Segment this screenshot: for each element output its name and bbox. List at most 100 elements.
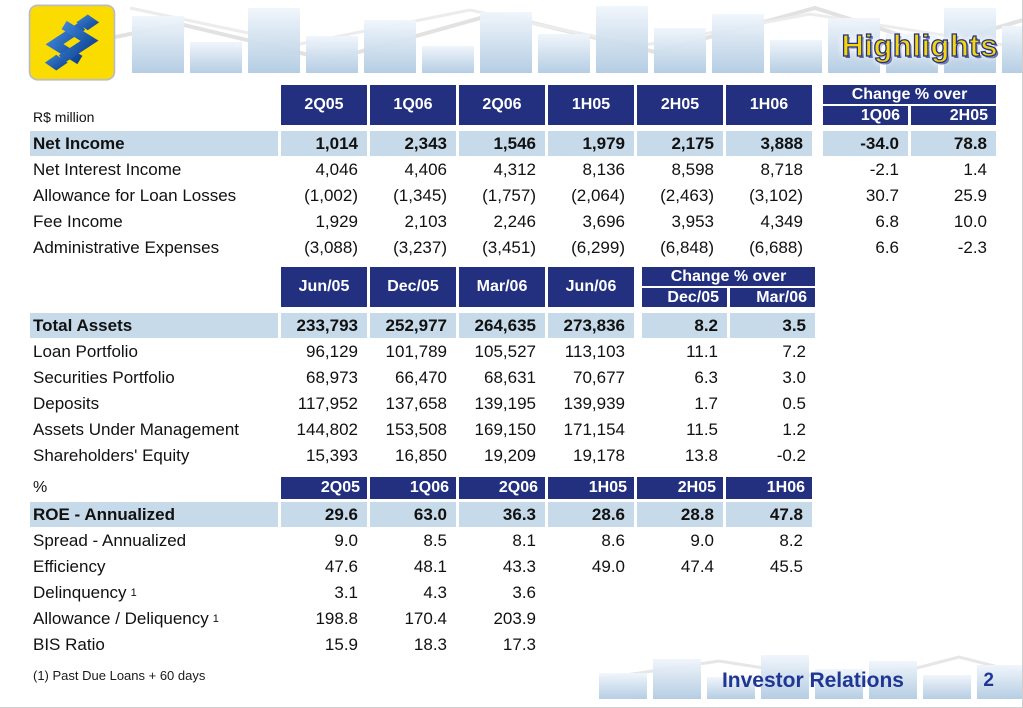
value-cell: 1,929 [315,211,358,231]
value-cell: 3.6 [512,582,536,602]
value-cell: (6,848) [660,237,714,257]
value-cell: 3,953 [671,211,714,231]
value-cell: 4,406 [404,159,447,179]
column-header: 1Q06 [370,477,456,499]
table-row: Assets Under Management 144,802 153,508 169… [30,417,815,442]
value-cell: (3,451) [482,237,536,257]
unit-label: % [33,479,48,496]
table-row: BIS Ratio 15.9 18.3 17.3 [30,632,812,657]
change-cell: 6.3 [694,367,718,387]
change-header: Change % over [642,267,815,286]
row-label: Delinquency 1 [33,582,137,602]
value-cell: 4.3 [423,582,447,602]
value-cell: 170.4 [404,608,447,628]
footer-bar-chart-decoration [598,649,1022,699]
value-cell: 8.2 [779,530,803,550]
value-cell: 153,508 [385,419,447,439]
row-label-text: Total Assets [33,315,133,335]
table-corner [30,267,278,307]
bar-chart-decoration-graphic [598,655,1022,699]
row-label-text: Administrative Expenses [33,237,220,257]
value-cell [548,606,634,631]
table-row: Spread - Annualized 9.0 8.5 8.1 8.6 9.0 8.2 [30,528,812,553]
row-label-text: Loan Portfolio [33,341,138,361]
value-cell: 137,658 [385,393,447,413]
change-cell: 30.7 [865,185,899,205]
footnote: (1) Past Due Loans + 60 days [33,668,206,683]
table-row: Shareholders' Equity 15,393 16,850 19,209 19… [30,443,815,468]
table-header: R$ million 2Q05 1Q06 2Q06 1H05 2H05 1H06… [30,85,996,125]
value-cell: 198.8 [315,608,358,628]
header-bar-chart-decoration [0,0,1022,74]
value-cell: (2,463) [660,185,714,205]
value-cell: 252,977 [370,313,456,338]
table-row: Loan Portfolio 96,129 101,789 105,527 113,10… [30,339,815,364]
table-row: Total Assets 233,793 252,977 264,635 273,836… [30,313,815,338]
value-cell [726,606,812,631]
change-cell: -2.3 [957,237,987,257]
value-cell: 68,631 [484,367,536,387]
value-cell: 8,598 [671,159,714,179]
column-header: 2H05 [637,85,723,125]
table-row: Allowance / Deliquency 1 198.8 170.4 203.9 [30,606,812,631]
column-header: 2Q06 [459,85,545,125]
change-cell: 8.2 [642,313,727,338]
row-label: Total Assets [30,313,278,338]
change-cell: 1.4 [963,159,987,179]
value-cell: 9.0 [334,530,358,550]
table-row: Net Interest Income 4,046 4,406 4,312 8,136 8… [30,157,996,182]
column-header: 2Q06 [459,477,545,499]
row-label: BIS Ratio [30,632,278,657]
value-cell: (3,237) [393,237,447,257]
row-label-text: Allowance for Loan Losses [33,185,237,205]
table-row: Fee Income 1,929 2,103 2,246 3,696 3,953 4,349… [30,209,996,234]
row-label: Loan Portfolio [30,339,278,364]
row-label: Securities Portfolio [30,365,278,390]
value-cell: 43.3 [502,556,536,576]
row-label-text: Assets Under Management [33,419,239,439]
change-header: Change % over [823,85,996,104]
column-header: 1H05 [548,477,634,499]
value-cell [637,580,723,605]
value-cell: 2,246 [493,211,536,231]
change-column-header: 1Q06 [823,106,908,125]
ratios-table: % 2Q05 1Q06 2Q06 1H05 2H05 1H06 ROE - An… [30,477,812,658]
change-cell: 11.1 [686,341,718,361]
row-label: Allowance / Deliquency 1 [33,608,219,628]
value-cell: 3,888 [726,131,812,156]
value-cell: 139,195 [474,393,536,413]
value-cell: (3,102) [749,185,803,205]
bar-chart-decoration-graphic [29,5,1022,73]
column-header: Dec/05 [370,267,456,307]
row-label-text: Delinquency [33,582,127,602]
row-label: Deposits [30,391,278,416]
change-cell: 0.5 [782,393,806,413]
value-cell: 17.3 [502,634,536,654]
value-cell: 28.6 [548,502,634,527]
value-cell: 8,718 [760,159,803,179]
row-label: Assets Under Management [30,417,278,442]
value-cell: (1,345) [393,185,447,205]
value-cell [726,580,812,605]
value-cell: 113,103 [564,341,625,361]
value-cell: 3,696 [582,211,625,231]
value-cell: 4,349 [760,211,803,231]
value-cell: (1,002) [304,185,358,205]
change-cell: 25.9 [953,185,987,205]
value-cell: 47.6 [324,556,358,576]
banco-do-brasil-logo [28,4,116,81]
value-cell: 203.9 [493,608,536,628]
row-label-text: Securities Portfolio [33,367,175,387]
value-cell: 8,136 [582,159,625,179]
value-cell: 169,150 [474,419,536,439]
value-cell: 36.3 [459,502,545,527]
value-cell: 19,178 [573,445,625,465]
change-cell: 1.2 [782,419,806,439]
change-cell: 6.6 [875,237,899,257]
value-cell: 29.6 [281,502,367,527]
value-cell: 4,046 [315,159,358,179]
change-cell: 3.0 [782,367,806,387]
value-cell: 1,546 [459,131,545,156]
value-cell: 70,677 [573,367,625,387]
